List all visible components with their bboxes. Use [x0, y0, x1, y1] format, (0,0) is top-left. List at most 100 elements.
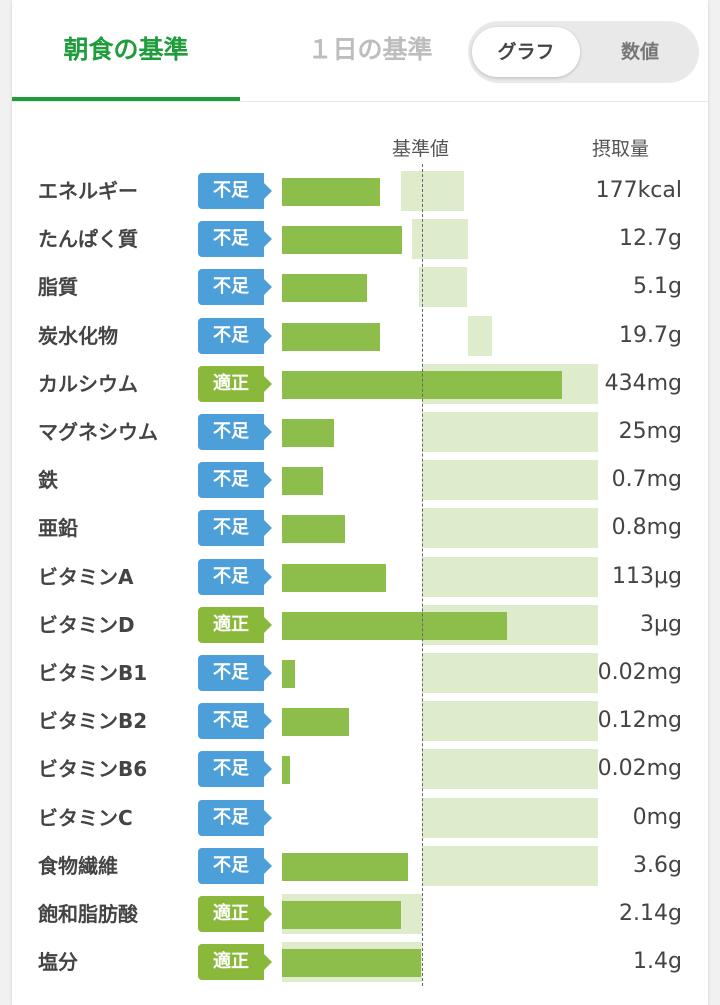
nutrient-row: 亜鉛 不足 0.8mg — [12, 508, 708, 549]
active-tab-indicator — [12, 97, 240, 102]
nutrient-row: 脂質 不足 5.1g — [12, 267, 708, 308]
intake-value: 0.7mg — [611, 467, 682, 493]
intake-bar — [282, 226, 403, 255]
nutrient-row: 飽和脂肪酸 適正 2.14g — [12, 894, 708, 934]
status-badge: 不足 — [198, 462, 272, 499]
standard-range — [422, 845, 599, 886]
standard-range — [412, 219, 469, 260]
nutrient-row: ビタミンB1 不足 0.02mg — [12, 653, 708, 693]
intake-bar — [282, 949, 421, 978]
intake-bar — [282, 660, 295, 688]
nutrient-row: 鉄 不足 0.7mg — [12, 460, 708, 501]
nutrient-row: ビタミンC 不足 0mg — [12, 797, 708, 838]
intake-value: 2.14g — [619, 901, 682, 926]
nutrient-name: 亜鉛 — [38, 516, 78, 541]
nutrient-row: マグネシウム 不足 25mg — [12, 412, 708, 452]
status-badge: 不足 — [198, 703, 272, 740]
nutrient-name: マグネシウム — [38, 420, 158, 444]
nutrient-name: 鉄 — [38, 468, 58, 493]
intake-value: 0.02mg — [597, 756, 682, 782]
tab-daily-standard[interactable]: １日の基準 — [307, 35, 433, 64]
intake-bar — [282, 563, 386, 592]
intake-bar — [282, 274, 368, 303]
intake-value: 3μg — [640, 611, 682, 637]
standard-range — [422, 701, 599, 742]
nutrient-row: ビタミンB6 不足 0.02mg — [12, 749, 708, 790]
graph-view-button[interactable]: グラフ — [472, 27, 580, 77]
nutrient-name: たんぱく質 — [38, 227, 138, 252]
intake-column-header: 摂取量 — [592, 138, 650, 160]
status-badge: 不足 — [198, 221, 272, 258]
nutrient-name: ビタミンB2 — [38, 709, 148, 734]
nutrient-row: 炭水化物 不足 19.7g — [12, 315, 708, 356]
intake-bar — [282, 515, 345, 544]
status-badge: 適正 — [198, 606, 272, 643]
nutrient-name: ビタミンD — [38, 612, 135, 637]
tab-breakfast-standard[interactable]: 朝食の基準 — [63, 35, 189, 64]
status-badge: 不足 — [198, 558, 272, 595]
status-badge: 不足 — [198, 414, 272, 450]
nutrient-name: ビタミンB1 — [38, 661, 148, 685]
intake-bar — [282, 708, 350, 737]
nutrient-row: たんぱく質 不足 12.7g — [12, 219, 708, 260]
standard-reference-line — [422, 164, 423, 986]
intake-bar — [282, 756, 291, 785]
standard-range — [422, 653, 599, 693]
standard-range — [422, 749, 599, 790]
status-badge: 不足 — [198, 317, 272, 354]
intake-bar — [282, 611, 508, 640]
nutrient-row: カルシウム 適正 434mg — [12, 363, 708, 404]
standard-column-header: 基準値 — [392, 138, 450, 160]
status-badge: 不足 — [198, 847, 272, 884]
standard-range — [401, 171, 464, 211]
intake-value: 25mg — [618, 419, 682, 444]
nutrient-name: 塩分 — [38, 950, 78, 975]
standard-range — [422, 556, 599, 597]
nutrient-name: ビタミンC — [38, 805, 133, 830]
status-badge: 不足 — [198, 173, 272, 209]
status-badge: 適正 — [198, 365, 272, 402]
status-badge: 不足 — [198, 799, 272, 836]
intake-value: 0.02mg — [597, 660, 682, 685]
nutrient-name: 脂質 — [38, 275, 78, 300]
intake-bar — [282, 419, 334, 447]
status-badge: 適正 — [198, 944, 272, 981]
standard-range — [468, 315, 492, 356]
nutrient-name: エネルギー — [38, 179, 138, 203]
nutrient-row: 食物繊維 不足 3.6g — [12, 845, 708, 886]
nutrient-name: ビタミンA — [38, 564, 134, 589]
intake-value: 113μg — [612, 563, 682, 589]
intake-bar — [282, 852, 408, 881]
nutrient-name: カルシウム — [38, 371, 138, 396]
intake-value: 0.8mg — [611, 515, 682, 541]
nutrient-row: エネルギー 不足 177kcal — [12, 171, 708, 211]
nutrient-name: 食物繊維 — [38, 853, 118, 878]
intake-value: 0mg — [632, 804, 682, 830]
nutrient-row: ビタミンD 適正 3μg — [12, 604, 708, 645]
nutrient-row: ビタミンA 不足 113μg — [12, 556, 708, 597]
standard-range — [422, 412, 599, 452]
intake-value: 5.1g — [633, 274, 682, 300]
status-badge: 不足 — [198, 751, 272, 788]
nutrient-name: 飽和脂肪酸 — [38, 902, 138, 926]
tabs-divider — [12, 101, 708, 102]
intake-value: 434mg — [604, 370, 682, 396]
standard-range — [422, 797, 599, 838]
status-badge: 不足 — [198, 510, 272, 547]
intake-bar — [282, 901, 401, 929]
view-toggle: グラフ 数値 — [468, 21, 699, 83]
standard-range — [422, 508, 599, 549]
values-view-button[interactable]: 数値 — [620, 41, 659, 63]
status-badge: 適正 — [198, 896, 272, 932]
nutrient-name: ビタミンB6 — [38, 757, 148, 782]
intake-value: 12.7g — [619, 226, 682, 252]
intake-bar — [282, 467, 323, 496]
intake-value: 1.4g — [633, 949, 682, 975]
nutrient-row: 塩分 適正 1.4g — [12, 942, 708, 983]
intake-value: 0.12mg — [597, 708, 682, 734]
status-badge: 不足 — [198, 655, 272, 691]
standard-range — [419, 267, 467, 308]
tab-bar: 朝食の基準 １日の基準 グラフ 数値 — [12, 0, 708, 102]
status-badge: 不足 — [198, 269, 272, 306]
nutrient-name: 炭水化物 — [38, 323, 118, 348]
